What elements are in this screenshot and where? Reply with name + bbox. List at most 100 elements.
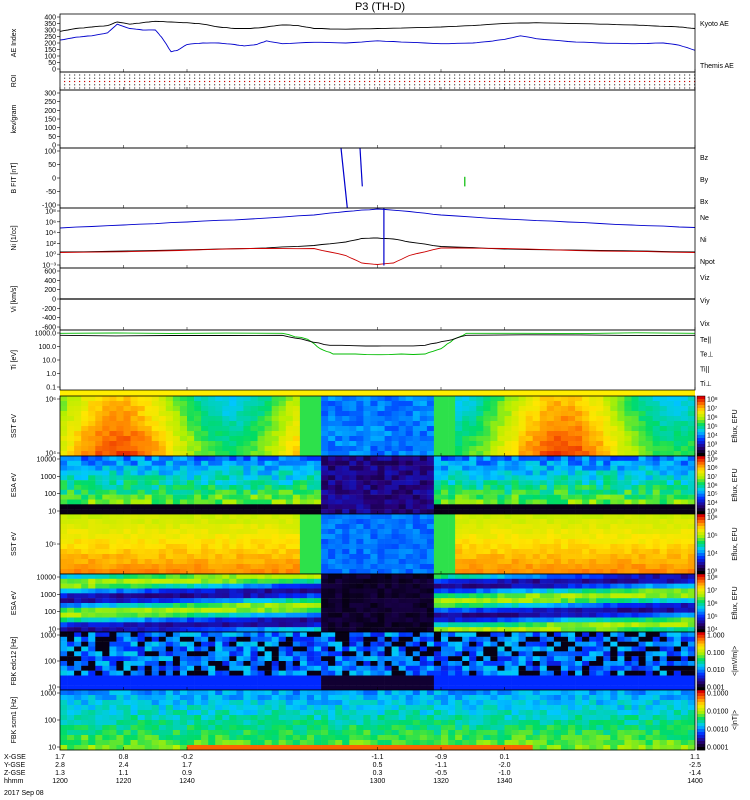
sst_i-cell xyxy=(575,539,583,545)
sst_i-cell xyxy=(553,544,562,550)
esa_e-cell xyxy=(236,456,244,462)
sst_e-cell xyxy=(88,441,96,447)
ni-series-npot xyxy=(59,208,696,229)
sst_i-cell xyxy=(518,524,526,530)
esa_i-cell xyxy=(215,607,223,613)
roi-dot xyxy=(234,74,236,76)
esa_i-cell xyxy=(525,588,534,594)
esa_i-cell xyxy=(441,612,449,618)
esa_e-cell xyxy=(603,485,611,491)
sst_e-cell xyxy=(158,416,167,422)
roi-dot xyxy=(574,77,576,79)
sst_i-cell xyxy=(426,564,435,570)
sst_e-cell xyxy=(328,426,336,432)
sst_i-cell xyxy=(342,559,350,565)
sst_e-cell xyxy=(342,441,350,447)
sst_i-cell xyxy=(680,539,689,545)
esa_i-cell xyxy=(257,603,265,609)
sst_i-cell xyxy=(328,564,336,570)
roi-dot xyxy=(489,80,491,83)
roi-dot xyxy=(399,87,401,89)
roi-dot xyxy=(494,77,496,79)
esa_e-cell xyxy=(285,475,294,481)
sst_e-cell xyxy=(370,416,378,422)
esa_e-cell xyxy=(398,465,407,471)
sst_e-cell xyxy=(130,426,138,432)
sst_e-cell xyxy=(539,431,548,437)
sst_e-cell xyxy=(172,421,181,427)
sst_i-cell xyxy=(680,554,689,560)
esa_e-cell xyxy=(575,456,583,462)
roi-dot xyxy=(124,84,126,86)
sst_e-cell xyxy=(624,401,632,407)
esa_e-cell xyxy=(610,470,618,476)
sst_i-cell xyxy=(250,544,258,550)
sst_e-cell xyxy=(194,431,202,437)
sst_i-cell xyxy=(328,554,336,560)
sst_e-cell xyxy=(553,426,562,432)
esa_e-cell xyxy=(546,470,555,476)
sst_e-cell xyxy=(222,431,230,437)
esa_e-cell xyxy=(462,485,470,491)
roi-dot xyxy=(94,74,96,76)
esa_e-cell xyxy=(462,494,470,500)
sst_e-cell xyxy=(335,411,343,417)
roi-dot xyxy=(94,84,96,86)
esa_i-cell xyxy=(95,588,103,594)
sst_i-cell xyxy=(67,519,75,525)
esa_i-cell xyxy=(511,622,519,628)
sst_e-cell xyxy=(652,436,661,442)
sst_i-cell xyxy=(589,564,597,570)
roi-dot xyxy=(84,80,86,83)
roi-dot xyxy=(94,87,96,89)
sst_i-cell xyxy=(278,569,287,575)
esa_e-cell xyxy=(596,465,604,471)
sst_e-cell xyxy=(215,426,223,432)
sst_i-cell xyxy=(483,524,491,530)
esa_i-cell xyxy=(201,588,209,594)
esa_e-cell xyxy=(589,456,597,462)
sst_i-cell xyxy=(229,539,237,545)
roi-dot xyxy=(339,77,341,79)
sst_i-cell xyxy=(306,539,315,545)
esa_e-cell xyxy=(158,504,167,510)
sst_i-cell xyxy=(306,524,315,530)
sst_i-cell xyxy=(652,534,661,540)
sst_i-cell xyxy=(292,564,301,570)
sst_i-cell xyxy=(201,549,209,555)
sst_i-cell xyxy=(179,539,188,545)
esa_e-cell xyxy=(257,499,265,505)
sst_i-cell xyxy=(194,514,202,520)
ti-ylabel: Ti [eV] xyxy=(11,350,18,370)
esa_e-cell xyxy=(511,509,519,515)
sst_e-cell xyxy=(278,416,287,422)
esa_e-cell xyxy=(278,494,287,500)
sst_e-cell xyxy=(377,406,385,412)
esa_i-cell xyxy=(441,588,449,594)
esa_e-cell xyxy=(194,460,202,466)
roi-dot xyxy=(524,74,526,76)
esa_i-cell xyxy=(455,603,463,609)
roi-dot xyxy=(384,84,386,86)
esa_e-cell xyxy=(370,470,378,476)
sst_i-cell xyxy=(687,539,696,545)
roi-dot xyxy=(624,74,626,76)
esa_i-cell xyxy=(257,593,265,599)
sst_i-cell xyxy=(363,559,371,565)
esa_e-cell xyxy=(659,460,668,466)
sst_i-cell xyxy=(405,564,414,570)
sst_i-cell xyxy=(575,524,583,530)
esa_e-cell xyxy=(236,504,244,510)
esa_e-cell xyxy=(137,460,145,466)
roi-dot xyxy=(659,74,661,76)
roi-dot xyxy=(209,74,211,76)
sst_e-cell xyxy=(546,401,555,407)
sst_e-colorbar-tick: 10⁶ xyxy=(707,415,718,422)
ae-legend-entry: Themis AE xyxy=(700,63,734,70)
esa_e-cell xyxy=(335,494,343,500)
sst_i-cell xyxy=(687,534,696,540)
esa_e-cell xyxy=(95,456,103,462)
esa_i-cell xyxy=(88,617,96,623)
roi-dot xyxy=(84,77,86,79)
esa_e-cell xyxy=(532,499,541,505)
